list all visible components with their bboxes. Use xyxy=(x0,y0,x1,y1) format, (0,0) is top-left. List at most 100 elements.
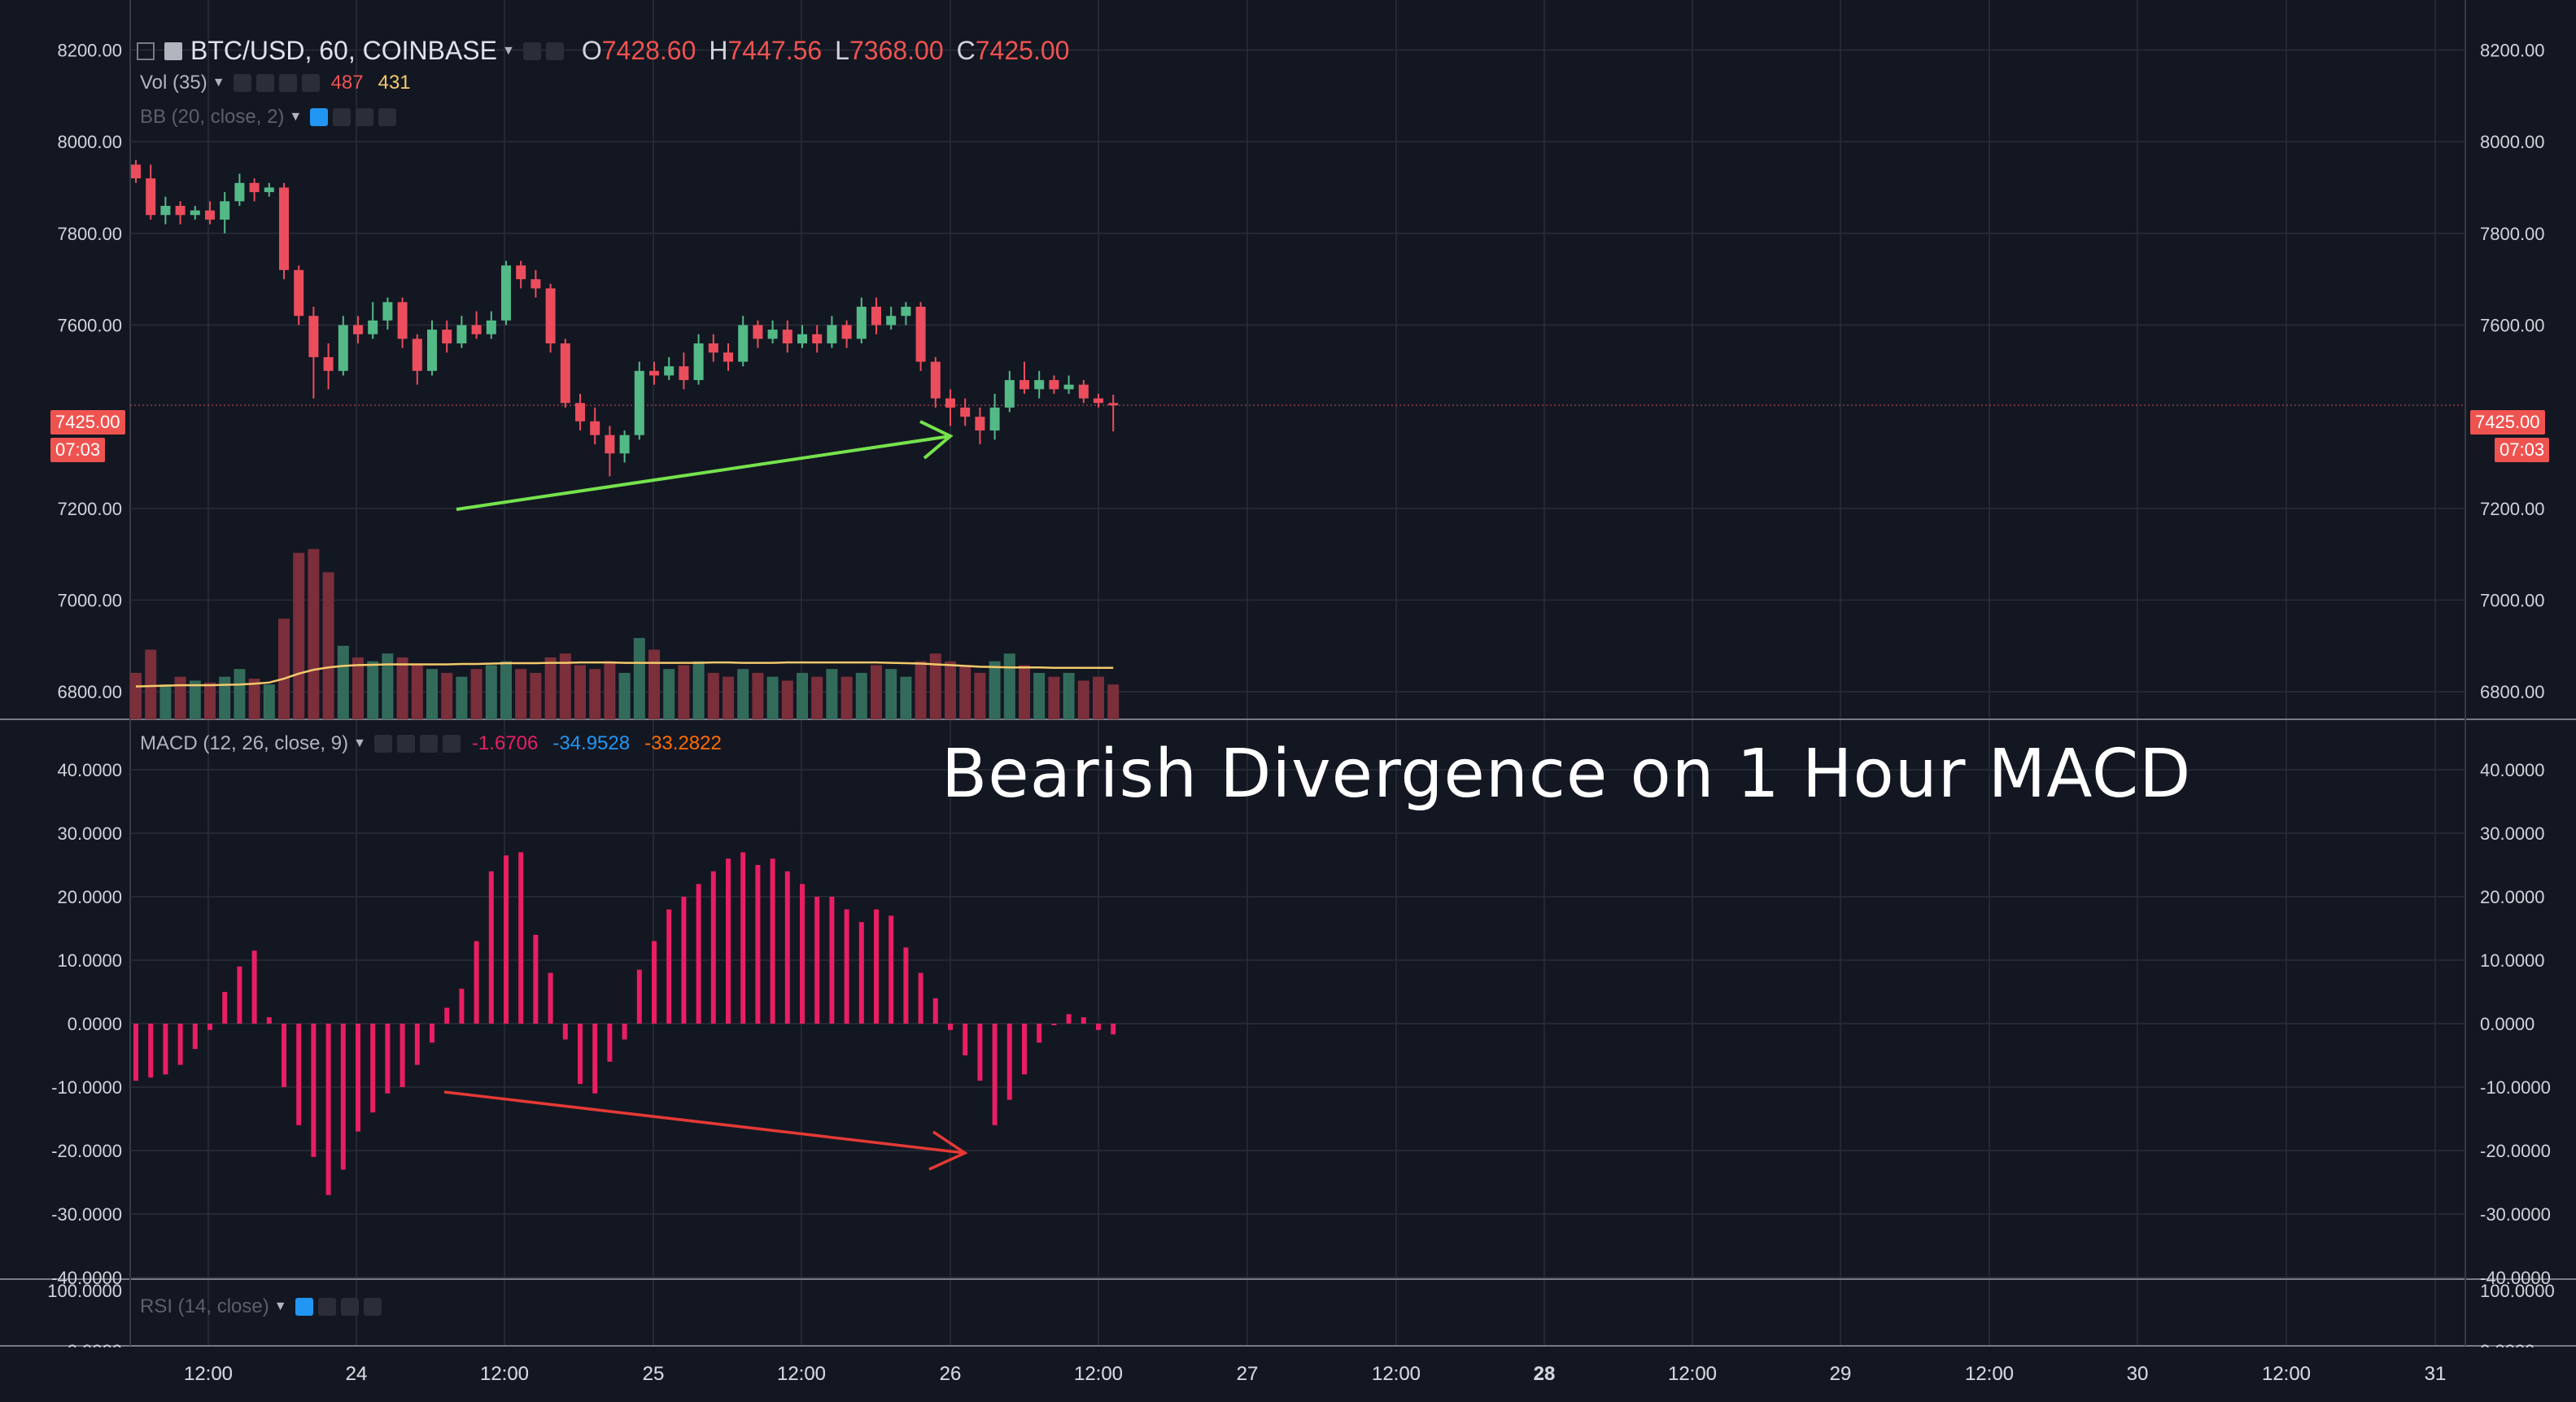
countdown-tag-right: 07:03 xyxy=(2495,438,2550,462)
volume-bar xyxy=(308,548,320,719)
eye-icon[interactable] xyxy=(310,108,329,126)
symbol-title[interactable]: BTC/USD, 60, COINBASE xyxy=(190,36,497,65)
volume-bar xyxy=(826,669,838,719)
close-icon[interactable] xyxy=(442,735,461,753)
volume-bar xyxy=(648,649,660,719)
time-tick-label: 30 xyxy=(2127,1363,2149,1385)
volume-bar xyxy=(989,661,1001,719)
macd-histogram-bar xyxy=(325,1024,331,1195)
time-tick-label: 12:00 xyxy=(480,1363,529,1385)
add-icon[interactable] xyxy=(278,74,297,92)
settings-icon[interactable] xyxy=(396,735,415,753)
add-icon[interactable] xyxy=(340,1298,359,1316)
divergence-annotation: Bearish Divergence on 1 Hour MACD xyxy=(941,736,2192,813)
volume-bar xyxy=(204,682,216,719)
macd-histogram-bar xyxy=(784,871,790,1024)
add-icon[interactable] xyxy=(356,108,374,126)
macd-histogram-bar xyxy=(800,884,805,1024)
collapse-icon[interactable] xyxy=(137,41,155,60)
volume-bar xyxy=(752,672,764,719)
volume-ma-value: 431 xyxy=(378,72,411,94)
settings-icon[interactable] xyxy=(522,41,541,60)
settings-icon[interactable] xyxy=(333,108,351,126)
macd-histogram-bar xyxy=(1111,1024,1116,1035)
candle-body xyxy=(131,164,141,179)
time-tick-label: 31 xyxy=(2425,1363,2447,1385)
macd-histogram-bar xyxy=(311,1024,317,1157)
macd-histogram-bar xyxy=(444,1007,450,1024)
macd-histogram-bar xyxy=(932,998,938,1024)
divergence-arrow-head xyxy=(928,1130,968,1171)
chevron-down-icon[interactable]: ▼ xyxy=(273,1299,287,1313)
close-icon[interactable] xyxy=(363,1298,382,1316)
time-tick-label: 12:00 xyxy=(1965,1363,2014,1385)
volume-bar xyxy=(189,680,201,719)
macd-histogram-bar xyxy=(740,852,746,1024)
eye-icon[interactable] xyxy=(233,74,251,92)
volume-bar xyxy=(855,672,867,719)
macd-histogram-bar xyxy=(1051,1024,1057,1025)
macd-histogram-bar xyxy=(858,922,864,1024)
macd-histogram-bar xyxy=(504,855,509,1024)
settings-icon[interactable] xyxy=(255,74,274,92)
candle-body xyxy=(220,201,230,220)
macd-histogram-bar xyxy=(385,1024,391,1094)
chevron-down-icon[interactable]: ▼ xyxy=(212,76,225,90)
main-legend: BTC/USD, 60, COINBASE ▼ O 7428.60 H 7447… xyxy=(137,36,1069,66)
candle-body xyxy=(353,325,363,334)
bb-legend: BB (20, close, 2) ▼ xyxy=(140,106,401,129)
candle-body xyxy=(1078,384,1089,399)
volume-bar xyxy=(766,676,779,719)
candle-body xyxy=(294,269,304,317)
volume-title[interactable]: Vol (35) xyxy=(140,72,207,94)
macd-histogram-bar xyxy=(874,909,879,1024)
macd-histogram-bar xyxy=(681,897,687,1024)
macd-title[interactable]: MACD (12, 26, close, 9) xyxy=(140,732,349,754)
settings-icon[interactable] xyxy=(317,1298,336,1316)
add-icon[interactable] xyxy=(419,735,438,753)
more-icon[interactable] xyxy=(545,41,564,60)
macd-axis-label-right: -30.0000 xyxy=(2480,1204,2551,1225)
macd-histogram-bar xyxy=(207,1024,212,1030)
volume-bar xyxy=(723,676,734,719)
macd-histogram-bar xyxy=(133,1024,138,1081)
macd-histogram-bar xyxy=(356,1024,360,1132)
price-axis-label-right: 8200.00 xyxy=(2480,40,2545,60)
macd-histogram-bar xyxy=(770,858,775,1024)
volume-bar xyxy=(367,661,379,719)
eye-icon[interactable] xyxy=(295,1298,313,1316)
rsi-title[interactable]: RSI (14, close) xyxy=(140,1295,269,1317)
macd-histogram-bar xyxy=(607,1024,613,1062)
macd-histogram-bar xyxy=(474,941,479,1024)
time-tick-label: 12:00 xyxy=(1372,1363,1421,1385)
macd-axis-label-left: -40.0000 xyxy=(51,1268,122,1288)
open-label: O xyxy=(581,36,602,65)
volume-bar xyxy=(470,669,482,719)
chevron-down-icon[interactable]: ▼ xyxy=(501,43,515,58)
price-axis-label-right: 7800.00 xyxy=(2480,224,2545,244)
volume-bar xyxy=(707,672,719,719)
time-tick-label: 12:00 xyxy=(2262,1363,2311,1385)
price-axis-label-left: 8200.00 xyxy=(57,40,122,60)
macd-histogram-bar xyxy=(844,909,849,1024)
chevron-down-icon[interactable]: ▼ xyxy=(289,110,303,124)
bb-title[interactable]: BB (20, close, 2) xyxy=(140,106,285,128)
price-axis-label-left: 7600.00 xyxy=(57,315,122,335)
volume-bar xyxy=(663,669,675,719)
macd-axis-label-left: 30.0000 xyxy=(57,823,122,844)
divergence-trend-arrow xyxy=(443,1090,966,1155)
time-tick-label: 28 xyxy=(1534,1363,1556,1385)
candle-body xyxy=(975,417,985,431)
volume-bar xyxy=(515,669,527,719)
close-icon[interactable] xyxy=(378,108,397,126)
chevron-down-icon[interactable]: ▼ xyxy=(353,736,366,750)
close-icon[interactable] xyxy=(301,74,320,92)
volume-bar xyxy=(485,665,497,719)
time-tick-label: 12:00 xyxy=(777,1363,826,1385)
macd-histogram-bar xyxy=(652,941,657,1024)
macd-histogram-bar xyxy=(622,1024,627,1040)
eye-icon[interactable] xyxy=(373,735,392,753)
candle-body xyxy=(368,320,378,334)
